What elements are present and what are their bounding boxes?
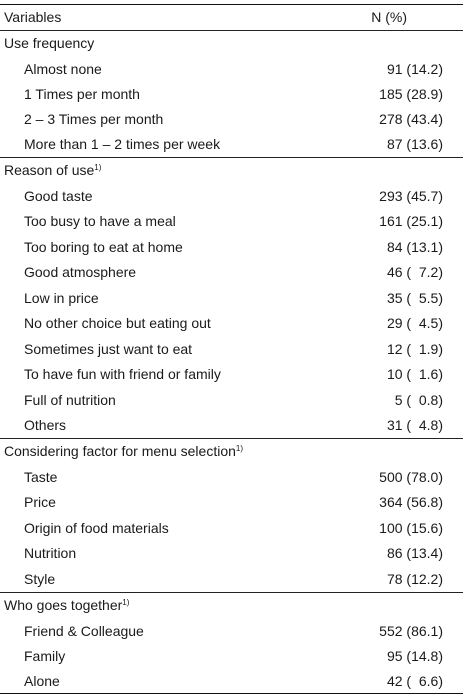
row-label: Good atmosphere xyxy=(24,264,137,280)
table-row: 2 – 3 Times per month 278 (43.4) xyxy=(0,106,463,132)
row-value: 185 (28.9) xyxy=(379,86,443,102)
table-row: Others 31 ( 4.8) xyxy=(0,412,463,438)
footnote-marker: 1) xyxy=(235,444,244,453)
row-value: 87 (13.6) xyxy=(386,136,443,152)
row-label: Others xyxy=(24,417,67,433)
row-label: Style xyxy=(24,571,56,587)
section-rule xyxy=(0,157,463,158)
row-value: 31 ( 4.8) xyxy=(386,417,443,433)
section-title-text: Who goes together xyxy=(4,597,123,613)
table-row: Good taste 293 (45.7) xyxy=(0,183,463,209)
row-value: 95 (14.8) xyxy=(386,648,443,664)
row-value: 91 (14.2) xyxy=(386,61,443,77)
row-value: 29 ( 4.5) xyxy=(386,315,443,331)
table-row: Low in price 35 ( 5.5) xyxy=(0,285,463,311)
row-label: Almost none xyxy=(24,61,102,77)
row-value: 100 (15.6) xyxy=(379,520,443,536)
table-row: Sometimes just want to eat 12 ( 1.9) xyxy=(0,336,463,362)
section-title: Use frequency xyxy=(0,30,463,56)
table-row: Origin of food materials 100 (15.6) xyxy=(0,515,463,541)
row-label: 1 Times per month xyxy=(24,86,140,102)
row-label: Low in price xyxy=(24,290,99,306)
table-row: Style 78 (12.2) xyxy=(0,566,463,592)
row-value: 78 (12.2) xyxy=(386,571,443,587)
row-value: 5 ( 0.8) xyxy=(394,392,443,408)
table-row: Too busy to have a meal 161 (25.1) xyxy=(0,208,463,234)
row-label: Sometimes just want to eat xyxy=(24,341,193,357)
row-value: 278 (43.4) xyxy=(379,111,443,127)
row-value: 161 (25.1) xyxy=(379,213,443,229)
table-row: To have fun with friend or family 10 ( 1.… xyxy=(0,361,463,387)
section-title: Who goes together1) xyxy=(0,592,463,618)
section-title: Reason of use1) xyxy=(0,157,463,183)
table-row: Nutrition 86 (13.4) xyxy=(0,540,463,566)
table-row: Too boring to eat at home 84 (13.1) xyxy=(0,234,463,260)
bottom-rule xyxy=(0,693,463,694)
row-label: Too busy to have a meal xyxy=(24,213,176,229)
row-label: Friend & Colleague xyxy=(24,623,144,639)
row-value: 500 (78.0) xyxy=(379,469,443,485)
table-row: More than 1 – 2 times per week 87 (13.6) xyxy=(0,131,463,157)
row-label: No other choice but eating out xyxy=(24,315,211,331)
row-label: Origin of food materials xyxy=(24,520,169,536)
row-value: 10 ( 1.6) xyxy=(386,366,443,382)
row-label: 2 – 3 Times per month xyxy=(24,111,164,127)
section-title-text: Use frequency xyxy=(4,35,95,51)
table-row: Good atmosphere 46 ( 7.2) xyxy=(0,259,463,285)
table-row: Price 364 (56.8) xyxy=(0,489,463,515)
table-row: Alone 42 ( 6.6) xyxy=(0,668,463,694)
section-rule xyxy=(0,438,463,439)
row-label: Good taste xyxy=(24,188,93,204)
row-value: 364 (56.8) xyxy=(379,494,443,510)
header-row: Variables N (%) xyxy=(0,4,463,30)
table-row: Full of nutrition 5 ( 0.8) xyxy=(0,387,463,413)
row-value: 552 (86.1) xyxy=(379,623,443,639)
footnote-marker: 1) xyxy=(122,598,130,607)
row-value: 42 ( 6.6) xyxy=(386,673,443,689)
row-value: 86 (13.4) xyxy=(386,545,443,561)
row-label: Taste xyxy=(24,469,58,485)
row-label: Too boring to eat at home xyxy=(24,239,183,255)
table-row: Friend & Colleague 552 (86.1) xyxy=(0,618,463,644)
table-row: Family 95 (14.8) xyxy=(0,643,463,669)
row-label: Alone xyxy=(24,673,60,689)
section-title: Considering factor for menu selection1) xyxy=(0,438,463,464)
row-value: 35 ( 5.5) xyxy=(386,290,443,306)
table-row: Taste 500 (78.0) xyxy=(0,464,463,490)
row-label: Price xyxy=(24,494,56,510)
section-title-text: Reason of use xyxy=(4,162,95,178)
table-row: No other choice but eating out 29 ( 4.5) xyxy=(0,310,463,336)
row-label: Family xyxy=(24,648,66,664)
header-n-pct: N (%) xyxy=(371,9,407,25)
section-rule xyxy=(0,592,463,593)
table-row: 1 Times per month 185 (28.9) xyxy=(0,81,463,107)
row-label: Full of nutrition xyxy=(24,392,116,408)
row-value: 293 (45.7) xyxy=(379,188,443,204)
row-value: 12 ( 1.9) xyxy=(386,341,443,357)
row-label: Nutrition xyxy=(24,545,77,561)
row-value: 46 ( 7.2) xyxy=(386,264,443,280)
row-value: 84 (13.1) xyxy=(386,239,443,255)
header-variables: Variables xyxy=(4,9,62,25)
section-title-text: Considering factor for menu selection xyxy=(4,443,236,459)
header-rule xyxy=(0,30,463,31)
row-label: More than 1 – 2 times per week xyxy=(24,136,221,152)
row-label: To have fun with friend or family xyxy=(24,366,221,382)
top-rule xyxy=(0,4,463,5)
footnote-marker: 1) xyxy=(94,163,102,172)
table-row: Almost none 91 (14.2) xyxy=(0,56,463,82)
